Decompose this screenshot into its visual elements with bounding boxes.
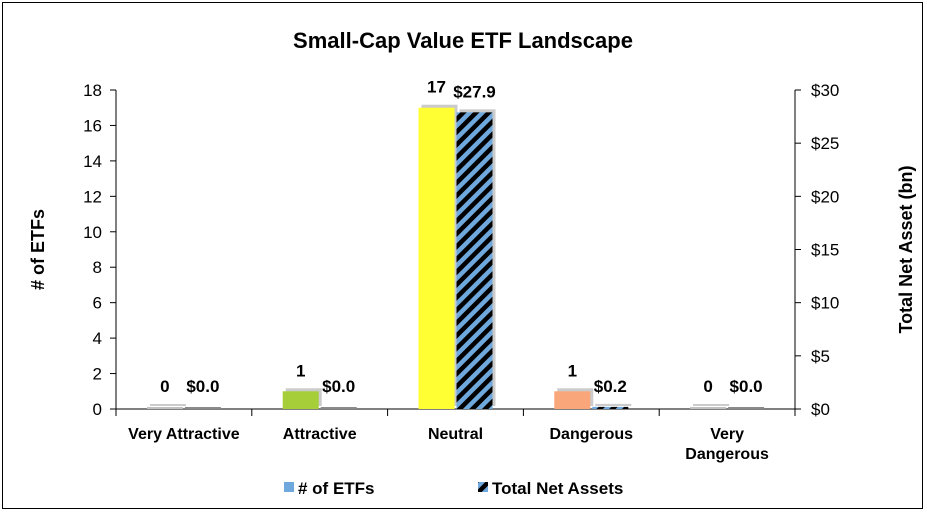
bar-net-assets	[728, 407, 765, 409]
left-tick-label: 12	[83, 187, 102, 206]
category-label: Very Attractive	[128, 426, 240, 443]
bar-etf-count	[554, 391, 591, 409]
right-tick-label: $30	[811, 81, 839, 100]
bar-net-assets	[184, 407, 221, 409]
category-label: Dangerous	[550, 426, 634, 443]
left-tick-label: 16	[83, 116, 102, 135]
category-label: Attractive	[283, 426, 357, 443]
bar-etf-count	[146, 407, 183, 409]
right-tick-label: $20	[811, 187, 839, 206]
data-label-etf-count: 1	[568, 361, 577, 380]
bar-etf-count	[690, 407, 727, 409]
bars	[146, 104, 765, 409]
chart-title: Small-Cap Value ETF Landscape	[293, 28, 633, 53]
legend-label-etf-count: # of ETFs	[298, 479, 375, 498]
bar-net-assets	[456, 112, 493, 409]
legend-label-net-assets: Total Net Assets	[492, 479, 623, 498]
data-label-etf-count: 17	[427, 78, 446, 97]
left-tick-label: 6	[93, 294, 102, 313]
right-tick-label: $25	[811, 134, 839, 153]
legend: # of ETFs Total Net Assets	[284, 479, 623, 498]
data-label-etf-count: 0	[160, 377, 169, 396]
legend-swatch-etf-count	[284, 482, 294, 492]
category-label: Dangerous	[685, 446, 769, 463]
bar-etf-count	[282, 391, 319, 409]
data-label-net-assets: $0.2	[594, 377, 627, 396]
data-label-etf-count: 0	[703, 377, 712, 396]
data-label-net-assets: $27.9	[453, 82, 496, 101]
right-tick-label: $15	[811, 241, 839, 260]
bar-net-assets	[592, 406, 629, 409]
bar-shadow	[149, 404, 186, 406]
left-axis-title: # of ETFs	[28, 209, 48, 290]
right-tick-label: $10	[811, 294, 839, 313]
left-tick-label: 0	[93, 400, 102, 419]
data-label-etf-count: 1	[296, 361, 305, 380]
left-tick-label: 8	[93, 258, 102, 277]
bar-etf-count	[418, 107, 455, 409]
left-tick-label: 18	[83, 81, 102, 100]
data-label-net-assets: $0.0	[186, 377, 219, 396]
bar-net-assets	[320, 407, 357, 409]
right-tick-label: $5	[811, 347, 830, 366]
data-labels: 0 $0.0 1 $0.0 17 $27.9 1 $0.2 0 $0.0	[160, 78, 762, 396]
data-label-net-assets: $0.0	[730, 377, 763, 396]
left-tick-label: 14	[83, 152, 102, 171]
bar-shadow	[595, 403, 632, 406]
right-tick-label: $0	[811, 400, 830, 419]
right-axis-title: Total Net Asset (bn)	[896, 165, 916, 333]
data-label-net-assets: $0.0	[322, 377, 355, 396]
bar-shadow	[693, 404, 730, 406]
category-label: Very	[710, 426, 744, 443]
legend-swatch-net-assets	[478, 482, 488, 492]
left-tick-label: 2	[93, 365, 102, 384]
category-label: Neutral	[428, 426, 483, 443]
left-tick-label: 4	[93, 329, 102, 348]
left-tick-label: 10	[83, 223, 102, 242]
